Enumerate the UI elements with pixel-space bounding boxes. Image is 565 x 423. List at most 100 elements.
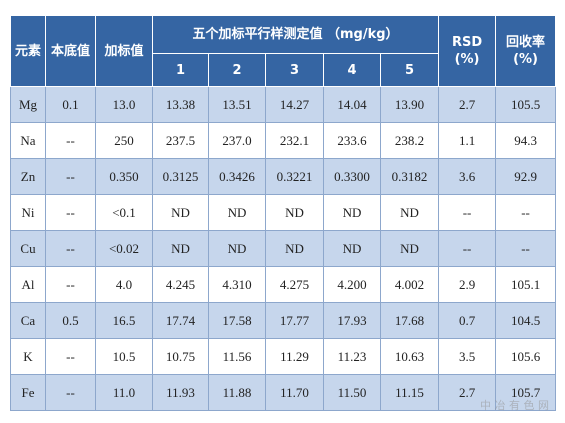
- header-cell: RSD (%): [438, 15, 497, 87]
- table-cell: 0.3300: [323, 158, 381, 195]
- table-cell: 233.6: [323, 122, 381, 159]
- table-cell: --: [45, 338, 96, 375]
- table-cell: --: [45, 266, 96, 303]
- table-row: Zn -- 0.350 0.3125 0.3426 0.3221 0.3300 0.3182 3…: [10, 158, 557, 195]
- table-cell: 0.3426: [208, 158, 266, 195]
- table-cell: ND: [265, 194, 324, 231]
- table-cell: 92.9: [495, 158, 557, 195]
- table-cell: 4.245: [152, 266, 209, 303]
- table-cell: --: [495, 230, 557, 267]
- table-row: Na -- 250 237.5 237.0 232.1 233.6 238.2 1.1 94.3: [10, 122, 557, 159]
- table-cell: 3.5: [438, 338, 497, 375]
- table-cell: ND: [152, 194, 209, 231]
- table-cell: 11.50: [323, 374, 381, 411]
- table-cell: <0.1: [95, 194, 153, 231]
- table-cell: Mg: [10, 86, 46, 123]
- table-cell: 13.38: [152, 86, 209, 123]
- table-cell: 104.5: [495, 302, 557, 339]
- table-cell: --: [495, 194, 557, 231]
- table-cell: 10.63: [379, 338, 440, 375]
- table-cell: ND: [265, 230, 324, 267]
- table-cell: 11.70: [265, 374, 324, 411]
- table-cell: ND: [152, 230, 209, 267]
- table-cell: <0.02: [95, 230, 153, 267]
- watermark: 中 冶 有 色 网: [480, 399, 549, 412]
- table-cell: 11.93: [152, 374, 209, 411]
- table-cell: Na: [10, 122, 46, 159]
- table-cell: 0.350: [95, 158, 153, 195]
- table-cell: 11.15: [379, 374, 440, 411]
- table-cell: 0.1: [45, 86, 96, 123]
- table-cell: 238.2: [379, 122, 440, 159]
- table-cell: 13.0: [95, 86, 153, 123]
- table-row: K -- 10.5 10.75 11.56 11.29 11.23 10.63 3.5 105.6: [10, 338, 557, 375]
- header-cell: 元素: [10, 15, 46, 87]
- table-cell: ND: [208, 230, 266, 267]
- table-row: Fe -- 11.0 11.93 11.88 11.70 11.50 11.15 2.7 105.…: [10, 374, 557, 411]
- header-cell: 回收率 (%): [495, 15, 557, 87]
- header-cell: 1: [152, 53, 209, 87]
- table-row: Ca 0.5 16.5 17.74 17.58 17.77 17.93 17.68 0.7 104…: [10, 302, 557, 339]
- table-cell: 105.7: [495, 374, 557, 411]
- table-cell: ND: [379, 230, 440, 267]
- header-cell: 2: [208, 53, 266, 87]
- table-cell: --: [45, 122, 96, 159]
- table-cell: 11.29: [265, 338, 324, 375]
- table-cell: 4.0: [95, 266, 153, 303]
- table-cell: 10.75: [152, 338, 209, 375]
- table-cell: 0.3221: [265, 158, 324, 195]
- table-cell: 4.310: [208, 266, 266, 303]
- table-cell: Al: [10, 266, 46, 303]
- table-cell: 4.200: [323, 266, 381, 303]
- table-body: Mg 0.1 13.0 13.38 13.51 14.27 14.04 13.90 2.7 105…: [10, 86, 557, 411]
- table-cell: 17.58: [208, 302, 266, 339]
- table-cell: 0.7: [438, 302, 497, 339]
- table-cell: ND: [379, 194, 440, 231]
- table-row: Ni -- <0.1 ND ND ND ND ND -- --: [10, 194, 557, 231]
- table-cell: 11.56: [208, 338, 266, 375]
- table-cell: ND: [208, 194, 266, 231]
- table-cell: 10.5: [95, 338, 153, 375]
- table-cell: Zn: [10, 158, 46, 195]
- table-cell: 11.0: [95, 374, 153, 411]
- table-cell: Cu: [10, 230, 46, 267]
- table-cell: 232.1: [265, 122, 324, 159]
- table-cell: 17.68: [379, 302, 440, 339]
- table-cell: Fe: [10, 374, 46, 411]
- header-cell: 3: [265, 53, 324, 87]
- table-cell: --: [45, 374, 96, 411]
- table-cell: 13.51: [208, 86, 266, 123]
- table-cell: Ni: [10, 194, 46, 231]
- table-cell: 105.6: [495, 338, 557, 375]
- table-cell: 0.3125: [152, 158, 209, 195]
- table-cell: 14.27: [265, 86, 324, 123]
- header-cell: 4: [323, 53, 381, 87]
- header-cell: 五个加标平行样测定值 （mg/kg）: [151, 15, 440, 54]
- table-cell: 250: [95, 122, 153, 159]
- table-cell: 14.04: [323, 86, 381, 123]
- table-cell: 13.90: [379, 86, 440, 123]
- table-cell: 3.6: [438, 158, 497, 195]
- table-cell: 4.002: [379, 266, 440, 303]
- table-cell: 17.77: [265, 302, 324, 339]
- table-cell: --: [45, 230, 96, 267]
- header-cell: 加标值: [95, 15, 153, 87]
- table-cell: 17.74: [152, 302, 209, 339]
- table-cell: 11.23: [323, 338, 381, 375]
- table-cell: 4.275: [265, 266, 324, 303]
- table-cell: 94.3: [495, 122, 557, 159]
- table-cell: 105.5: [495, 86, 557, 123]
- table-cell: 11.88: [208, 374, 266, 411]
- header-cell: 本底值: [45, 15, 96, 87]
- table-cell: 237.0: [208, 122, 266, 159]
- table-row: Cu -- <0.02 ND ND ND ND ND -- --: [10, 230, 557, 267]
- data-table: 元素 本底值 加标值 五个加标平行样测定值 （mg/kg） RSD (%) 回收…: [10, 15, 557, 411]
- table-cell: Ca: [10, 302, 46, 339]
- table-cell: 16.5: [95, 302, 153, 339]
- table-cell: 17.93: [323, 302, 381, 339]
- table-cell: 0.5: [45, 302, 96, 339]
- table-cell: 2.7: [438, 374, 497, 411]
- table-cell: 2.7: [438, 86, 497, 123]
